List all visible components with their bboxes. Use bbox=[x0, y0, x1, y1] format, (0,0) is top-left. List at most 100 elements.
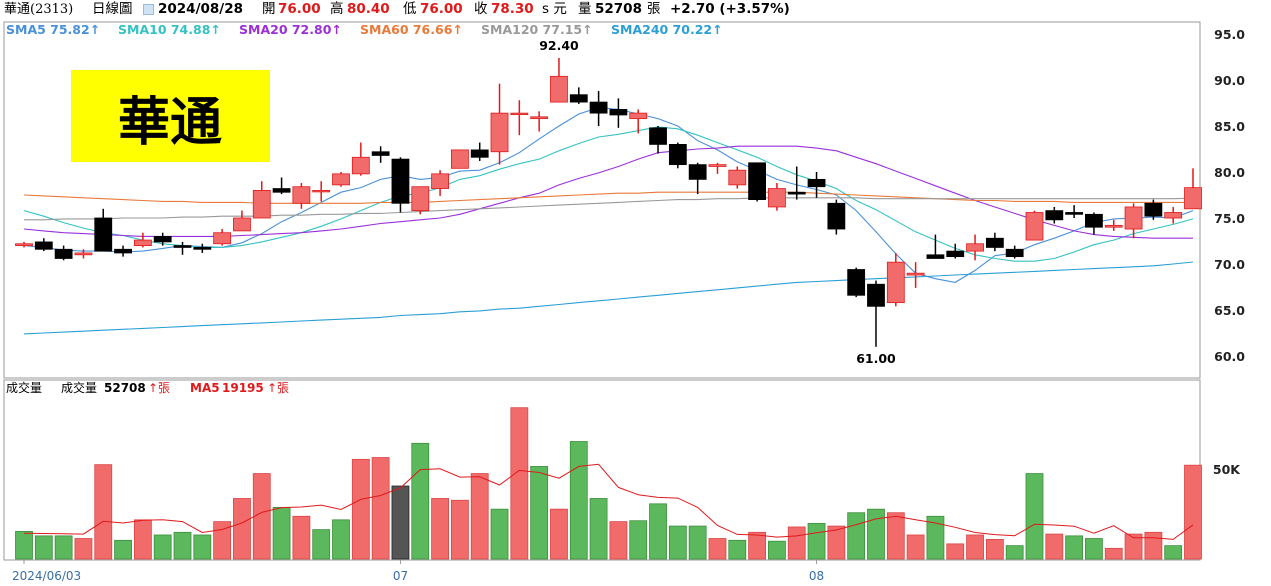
volume-bar bbox=[1124, 533, 1143, 560]
price-tick-label: 80.0 bbox=[1214, 165, 1245, 180]
candle bbox=[1184, 168, 1202, 210]
candle bbox=[530, 111, 549, 132]
candle-body bbox=[272, 188, 291, 193]
candle-body bbox=[1045, 210, 1064, 221]
volume-bar bbox=[649, 503, 667, 560]
candle-body bbox=[668, 144, 687, 166]
candle-body bbox=[589, 101, 608, 114]
candle-body bbox=[15, 243, 33, 246]
candle-body bbox=[233, 217, 251, 232]
period-dropdown-icon[interactable] bbox=[143, 4, 154, 15]
stock-name: 華通(2313) bbox=[4, 2, 74, 17]
candle bbox=[193, 243, 212, 253]
low-value: 76.00 bbox=[420, 1, 463, 17]
candle-body bbox=[906, 272, 925, 276]
volume-bar bbox=[1025, 473, 1044, 560]
volume-label: 量 bbox=[578, 1, 592, 17]
candle bbox=[906, 262, 925, 288]
volume-bar bbox=[133, 519, 152, 560]
price-tick-label: 95.0 bbox=[1214, 27, 1245, 42]
candle-body bbox=[34, 241, 53, 250]
candle bbox=[312, 181, 331, 202]
candle-body bbox=[609, 109, 628, 116]
period-label[interactable]: 日線圖 bbox=[92, 1, 133, 17]
legend-sma10: SMA10 74.88↑ bbox=[118, 22, 221, 37]
candle bbox=[371, 146, 390, 163]
candle-body bbox=[312, 189, 331, 193]
candle-body bbox=[688, 164, 707, 180]
candle-body bbox=[54, 248, 73, 259]
volume-bar bbox=[233, 498, 251, 560]
volume-bar bbox=[272, 506, 291, 560]
volume-bar bbox=[787, 526, 806, 560]
candle-body bbox=[847, 269, 866, 296]
price-tick-label: 60.0 bbox=[1214, 349, 1245, 364]
volume-bar bbox=[867, 508, 885, 560]
candle-body bbox=[450, 149, 469, 169]
volume-bar bbox=[768, 540, 786, 560]
volume-bar bbox=[708, 538, 727, 560]
candle bbox=[708, 162, 727, 174]
candle bbox=[15, 241, 33, 248]
close-value: 78.30 bbox=[491, 1, 534, 17]
candle-body bbox=[133, 239, 152, 247]
candle bbox=[827, 199, 846, 235]
volume-bar bbox=[847, 512, 866, 560]
candle-body bbox=[1085, 213, 1103, 228]
candle bbox=[768, 183, 786, 211]
candle bbox=[728, 166, 747, 189]
candle bbox=[966, 234, 984, 261]
volume-ma-unit: ↑張 bbox=[267, 381, 289, 395]
volume-bar bbox=[530, 466, 549, 560]
candle-body bbox=[748, 162, 767, 201]
close-label: 收 bbox=[474, 1, 488, 17]
volume-bar bbox=[371, 457, 390, 560]
volume-bar bbox=[351, 458, 370, 560]
volume-bar bbox=[312, 529, 331, 560]
candle bbox=[94, 208, 113, 252]
change-value: +2.70 (+3.57%) bbox=[670, 1, 790, 17]
volume-title: 成交量 bbox=[6, 380, 42, 395]
trade-date: 2024/08/28 bbox=[158, 1, 244, 17]
candle bbox=[807, 172, 826, 198]
candle-body bbox=[252, 189, 271, 219]
candle-body bbox=[1005, 248, 1024, 258]
volume-bar bbox=[569, 441, 588, 560]
volume-bar bbox=[1065, 535, 1084, 560]
candle bbox=[668, 142, 687, 169]
ma-line-sma10 bbox=[23, 126, 1194, 262]
candle-body bbox=[411, 186, 430, 212]
candle bbox=[926, 234, 945, 259]
volume-bar bbox=[926, 515, 945, 560]
open-value: 76.00 bbox=[278, 1, 321, 17]
volume-bar bbox=[173, 531, 192, 560]
volume-bar bbox=[193, 534, 212, 560]
candle-body bbox=[867, 283, 885, 307]
candle-body bbox=[292, 186, 311, 204]
volume-legend-value: 52708 bbox=[104, 381, 146, 395]
candle bbox=[510, 100, 529, 136]
candle-body bbox=[649, 127, 667, 145]
candle bbox=[233, 210, 251, 232]
candle-body bbox=[94, 217, 113, 252]
candle bbox=[609, 98, 628, 128]
volume-bar bbox=[807, 522, 826, 560]
candle-body bbox=[332, 173, 350, 186]
volume-bar bbox=[1045, 533, 1064, 560]
candle-body bbox=[193, 247, 212, 250]
volume-bar bbox=[391, 485, 410, 560]
candle bbox=[847, 267, 866, 298]
volume-bar bbox=[1184, 464, 1202, 560]
volume-bar bbox=[946, 543, 965, 560]
candle bbox=[1124, 203, 1143, 239]
volume-bar bbox=[74, 538, 93, 560]
volume-bar bbox=[490, 508, 509, 560]
candle-body bbox=[708, 164, 727, 167]
candle bbox=[272, 177, 291, 195]
candle-body bbox=[728, 169, 747, 186]
volume-bar bbox=[292, 515, 311, 560]
volume-bar bbox=[609, 521, 628, 560]
candle bbox=[391, 157, 410, 213]
volume-ma-value: 19195 bbox=[222, 381, 264, 395]
candle bbox=[450, 149, 469, 169]
